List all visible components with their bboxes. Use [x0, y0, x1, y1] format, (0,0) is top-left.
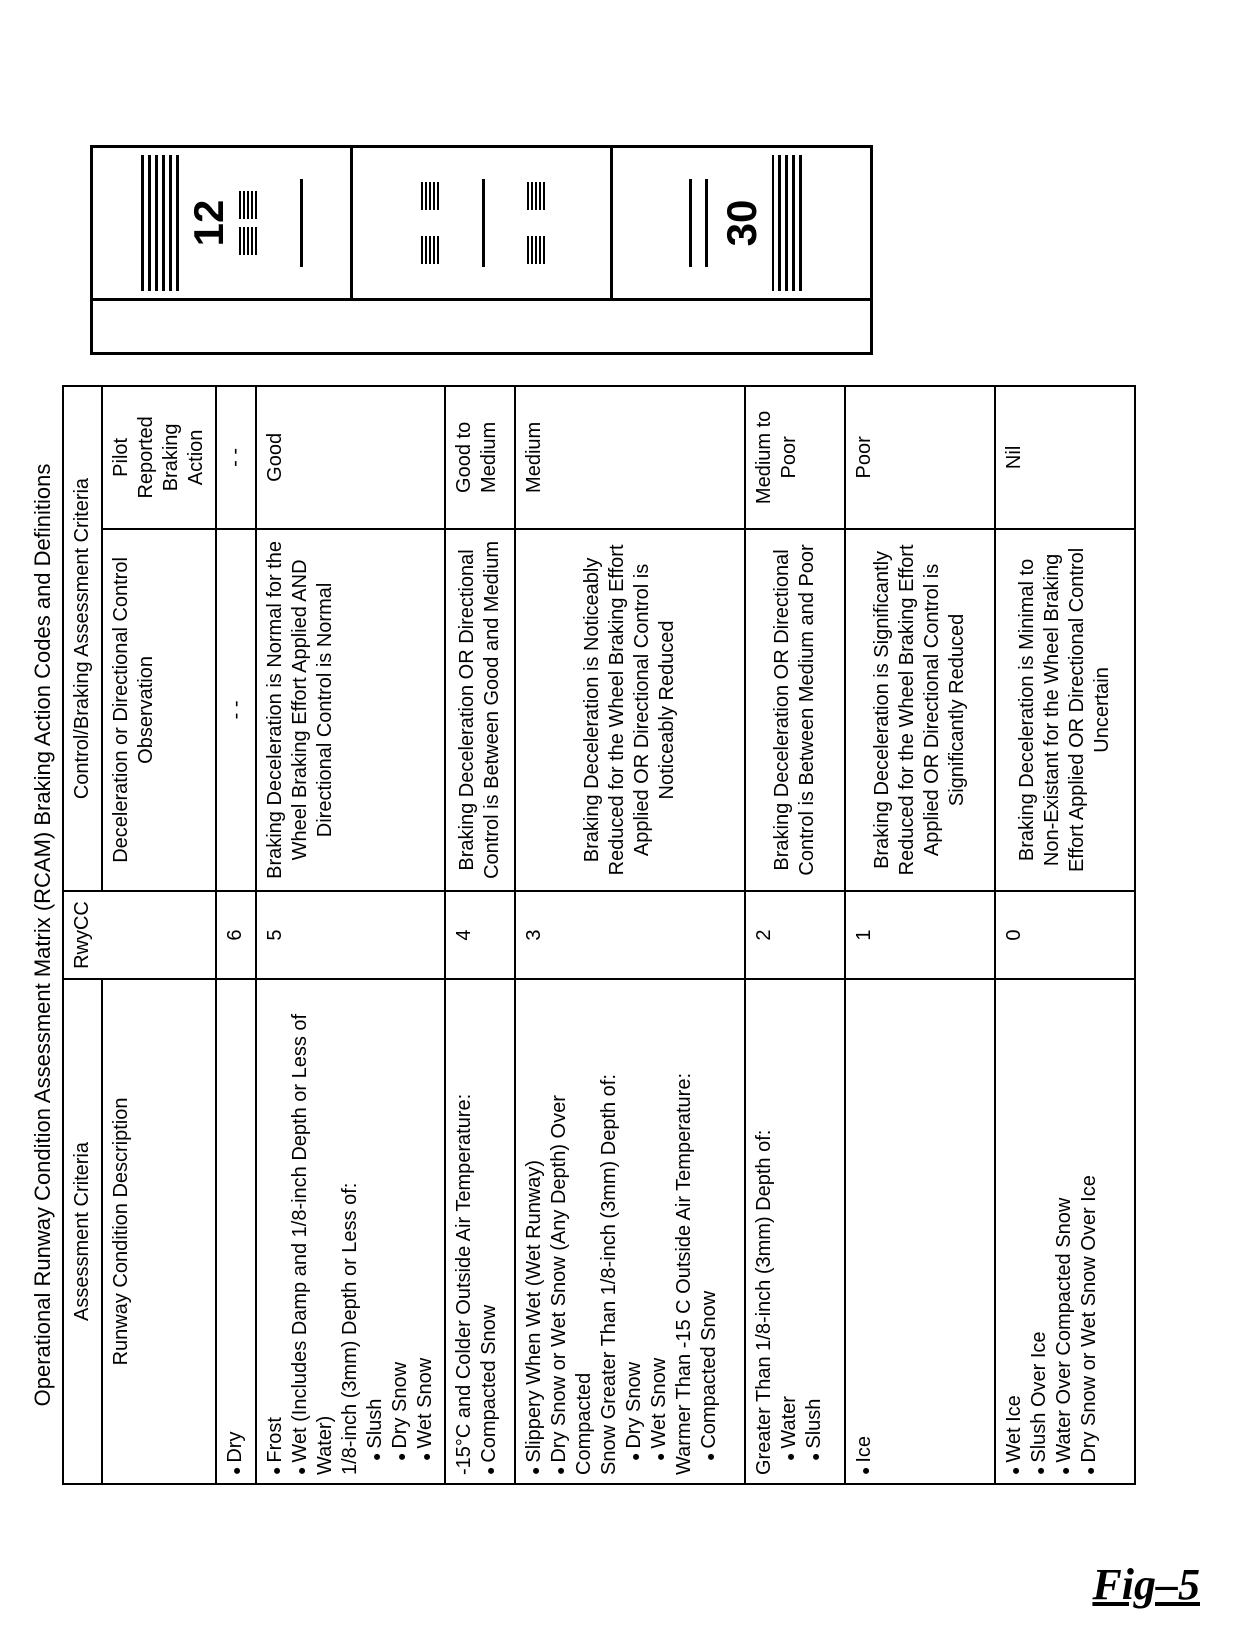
side-table-wrap: 12 30	[90, 145, 873, 355]
cell-desc: Dry	[216, 979, 256, 1484]
cell-brk: Good to Medium	[445, 386, 515, 529]
side-cell-0: 12	[92, 147, 352, 300]
table-row: FrostWet (Includes Damp and 1/8-inch Dep…	[256, 386, 445, 1484]
hdr-desc: Runway Condition Description	[102, 979, 216, 1484]
cell-obs: Braking Deceleration is Significantly Re…	[845, 529, 995, 891]
figure-label: Fig–5	[1092, 1559, 1200, 1610]
hdr-control: Control/Braking Assessment Criteria	[63, 386, 102, 891]
cell-obs: Braking Deceleration OR Directional Cont…	[745, 529, 845, 891]
hdr-assessment: Assessment Criteria	[63, 979, 102, 1484]
rcam-tbody: Dry6- -- -FrostWet (Includes Damp and 1/…	[216, 386, 1135, 1484]
cell-code: 6	[216, 891, 256, 979]
cell-brk: Medium to Poor	[745, 386, 845, 529]
rcam-table: Assessment Criteria RwyCC Control/Brakin…	[62, 385, 1136, 1485]
cell-desc: -15°C and Colder Outside Air Temperature…	[445, 979, 515, 1484]
table-row: Wet IceSlush Over IceWater Over Compacte…	[995, 386, 1135, 1484]
cell-obs: Braking Deceleration is Normal for the W…	[256, 529, 445, 891]
cell-obs: Braking Deceleration is Noticeably Reduc…	[515, 529, 745, 891]
side-table: 12 30	[90, 145, 873, 355]
hdr-obs: Deceleration or Directional Control Obse…	[102, 529, 216, 891]
main-table-wrap: Operational Runway Condition Assessment …	[30, 385, 1136, 1485]
cell-code: 1	[845, 891, 995, 979]
cell-code: 2	[745, 891, 845, 979]
hdr-code: RwyCC	[63, 891, 216, 979]
cell-brk: - -	[216, 386, 256, 529]
cell-desc: Greater Than 1/8-inch (3mm) Depth of:Wat…	[745, 979, 845, 1484]
cell-obs: Braking Deceleration OR Directional Cont…	[445, 529, 515, 891]
cell-desc: Ice	[845, 979, 995, 1484]
cell-brk: Poor	[845, 386, 995, 529]
cell-desc: FrostWet (Includes Damp and 1/8-inch Dep…	[256, 979, 445, 1484]
table-row: -15°C and Colder Outside Air Temperature…	[445, 386, 515, 1484]
side-left-col	[92, 300, 872, 354]
table-row: Greater Than 1/8-inch (3mm) Depth of:Wat…	[745, 386, 845, 1484]
cell-code: 3	[515, 891, 745, 979]
cell-code: 4	[445, 891, 515, 979]
side-cell-2: 30	[612, 147, 872, 300]
page-rotated-container: Operational Runway Condition Assessment …	[30, 30, 1136, 1600]
cell-brk: Nil	[995, 386, 1135, 529]
cell-brk: Good	[256, 386, 445, 529]
side-num-2: 30	[718, 149, 766, 297]
table-row: Ice1Braking Deceleration is Significantl…	[845, 386, 995, 1484]
table-title: Operational Runway Condition Assessment …	[30, 385, 56, 1485]
cell-brk: Medium	[515, 386, 745, 529]
cell-desc: Wet IceSlush Over IceWater Over Compacte…	[995, 979, 1135, 1484]
cell-obs: Braking Deceleration is Minimal to Non-E…	[995, 529, 1135, 891]
hdr-brk: Pilot Reported Braking Action	[102, 386, 216, 529]
side-cell-1	[352, 147, 612, 300]
cell-desc: Slippery When Wet (Wet Runway)Dry Snow o…	[515, 979, 745, 1484]
cell-obs: - -	[216, 529, 256, 891]
table-row: Dry6- -- -	[216, 386, 256, 1484]
table-row: Slippery When Wet (Wet Runway)Dry Snow o…	[515, 386, 745, 1484]
cell-code: 0	[995, 891, 1135, 979]
side-num-0: 12	[185, 149, 233, 297]
cell-code: 5	[256, 891, 445, 979]
